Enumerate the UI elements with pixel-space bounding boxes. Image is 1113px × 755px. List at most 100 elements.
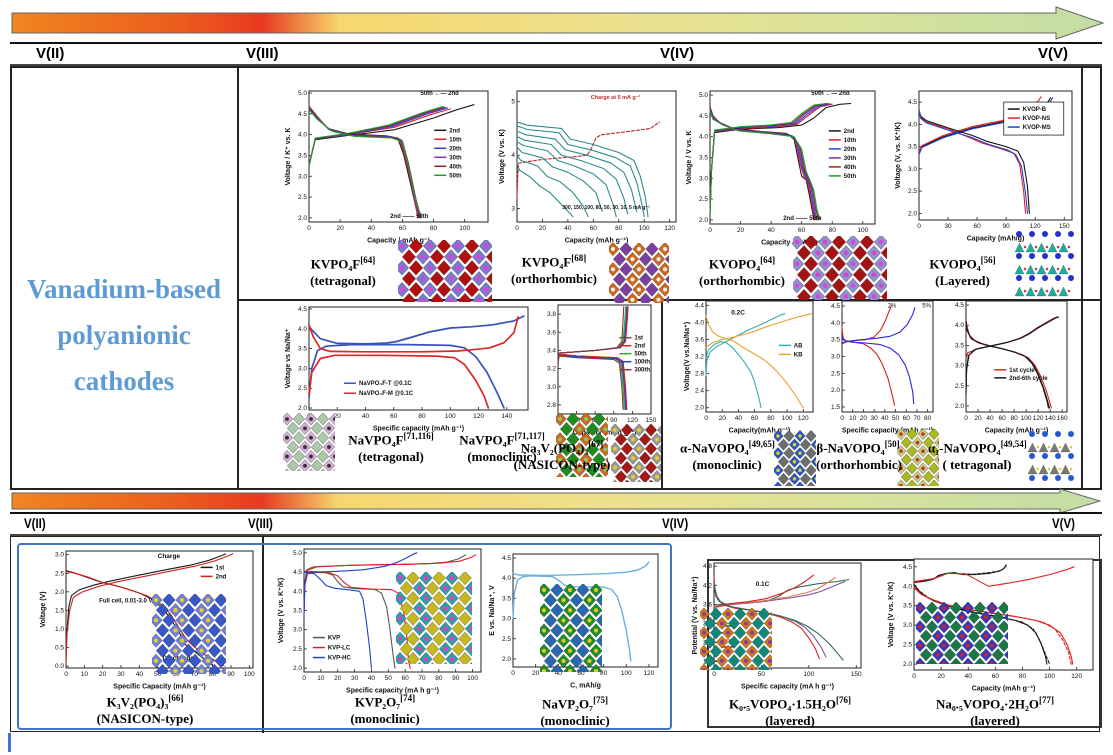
svg-text:1st: 1st [634,336,643,342]
svg-text:Voltage / K⁺ vs. K: Voltage / K⁺ vs. K [285,127,292,185]
svg-text:1.5: 1.5 [55,607,64,614]
oxidation-gradient-arrow-top [11,6,1105,40]
svg-text:3.0: 3.0 [502,616,511,623]
svg-text:80: 80 [615,225,623,232]
svg-text:20: 20 [337,225,345,232]
crystal-structure-kvp2o7 [396,572,472,664]
svg-text:150: 150 [851,671,862,678]
chart-alpha1-navopo4: 0 20 40 60 80 100 120 140 160 2.0 2.5 3.0 3.5 4.0 4.5 C… [955,300,1068,434]
ox-label-v4-top: V(IV) [660,45,695,62]
crystal-structure-k05vopo4 [700,608,772,670]
svg-text:2.5: 2.5 [908,188,917,195]
svg-text:140: 140 [501,413,512,420]
crystal-structure-na3v2po43 [611,424,661,482]
svg-text:KVP-LC: KVP-LC [328,646,351,652]
svg-text:4.0: 4.0 [699,134,708,141]
svg-text:3.0: 3.0 [547,384,556,391]
svg-text:4.5: 4.5 [908,99,917,106]
svg-text:3.5: 3.5 [831,337,840,344]
svg-text:0: 0 [912,673,916,680]
svg-text:5.0: 5.0 [298,90,307,97]
svg-text:3.4: 3.4 [547,347,556,354]
svg-text:Voltage / V vs. K: Voltage / V vs. K [686,131,693,185]
svg-text:Charge at 5 mA g⁻¹: Charge at 5 mA g⁻¹ [591,94,641,101]
chart-kvopo4-56-samples: 0 30 60 90 120 150 2.0 2.5 3.0 3.5 4.0 4.5 Capacity … [895,90,1073,242]
svg-text:2.0: 2.0 [831,387,840,394]
svg-text:10th: 10th [449,137,462,143]
material-phase: (orthorhombic) [699,273,785,289]
svg-text:4.5: 4.5 [831,303,840,310]
crystal-structure-kvopo4-56 [1014,231,1074,297]
svg-text:Voltage (V vs. K⁺/K): Voltage (V vs. K⁺/K) [278,578,285,643]
crystal-structure-navpo4f-monoclinic [556,413,608,477]
svg-text:20th: 20th [844,147,857,153]
material-ref: [64] [360,255,376,265]
svg-text:60: 60 [399,225,407,232]
svg-text:50: 50 [892,415,900,422]
svg-text:120: 120 [1071,673,1082,680]
crystal-structure-alpha-navopo4 [774,430,816,486]
material-formula: NaVPO₄F [348,432,404,448]
svg-text:60: 60 [172,671,180,678]
chart-kvpo4f-68-rate: 0 20 40 60 80 100 120 3 4 5 Capacity (mAh g⁻¹) Volt… [499,90,677,244]
ox-label-v3-bottom: V(III) [248,515,273,531]
divider-v4-column-mid [661,299,663,490]
divider-rows [237,299,1102,301]
svg-text:0: 0 [917,223,921,230]
svg-text:30: 30 [871,415,879,422]
material-label-kvpo4f-64: KVPO₄F[64] (tetragonal) [288,252,398,289]
svg-text:4.0: 4.0 [502,575,511,582]
svg-text:60: 60 [590,225,598,232]
ox-label-v2-bottom: V(II) [24,515,46,531]
svg-text:2nd —— 50th: 2nd —— 50th [783,216,822,222]
svg-text:120: 120 [1030,223,1041,230]
material-label-beta-navopo4: β-NaVOPO₄[50] (orthorhombic) [816,436,902,473]
svg-text:Capacity (mAh g⁻¹): Capacity (mAh g⁻¹) [972,686,1036,693]
material-phase: (tetragonal) [358,449,424,465]
svg-text:3.5: 3.5 [293,608,302,615]
material-phase: (layered) [765,713,815,729]
divider-v3-column [237,66,239,490]
svg-text:2.5: 2.5 [55,570,64,577]
material-formula: α₁-NaVOPO₄ [928,440,1001,456]
svg-text:1st cycle: 1st cycle [1009,368,1035,374]
svg-text:20: 20 [737,227,745,234]
svg-text:0: 0 [708,227,712,234]
material-ref: [64] [760,255,776,265]
svg-text:120: 120 [1033,415,1044,422]
svg-text:80: 80 [1019,673,1027,680]
svg-text:20: 20 [539,225,547,232]
material-formula: β-NaVOPO₄ [816,440,885,456]
svg-text:10th: 10th [844,138,857,144]
svg-text:2.5: 2.5 [298,385,307,392]
svg-text:KB: KB [794,352,803,358]
material-phase: (Layered) [935,273,990,289]
svg-text:100: 100 [639,225,650,232]
material-formula: NaVP₂O₇ [541,696,594,712]
svg-text:40: 40 [767,227,775,234]
svg-text:100: 100 [782,415,793,422]
svg-text:2.5: 2.5 [831,370,840,377]
svg-text:0: 0 [840,415,844,422]
svg-text:2.0: 2.0 [55,589,64,596]
svg-text:50: 50 [758,671,766,678]
svg-text:20: 20 [938,673,946,680]
svg-text:3.6: 3.6 [695,336,704,343]
material-label-navp2o7: NaVP₂O₇[75] (monoclinic) [495,692,655,729]
svg-text:2.0: 2.0 [699,217,708,224]
svg-text:80: 80 [924,415,932,422]
material-formula: Na₃V₂(PO₄)₃ [520,440,589,456]
svg-text:2.5: 2.5 [298,194,307,201]
chart-kvpo4f-64-cycling: 0 20 40 60 80 100 2.0 2.5 3.0 3.5 4.0 4.5 5.0 Capacit… [285,90,489,244]
crystal-structure-navp2o7 [540,584,602,672]
svg-text:3.0: 3.0 [903,622,912,629]
svg-text:10: 10 [81,671,89,678]
svg-text:10: 10 [317,675,325,682]
svg-text:KVOP-NS: KVOP-NS [1023,116,1050,122]
chart-kvopo4-64-cycling: 0 20 40 60 80 1002.02.53.03.54.04.55.0Capacit… [686,90,876,246]
svg-text:KVP-HC: KVP-HC [328,656,352,662]
svg-text:30: 30 [944,223,952,230]
svg-text:2nd: 2nd [844,129,855,135]
svg-text:20: 20 [334,413,342,420]
